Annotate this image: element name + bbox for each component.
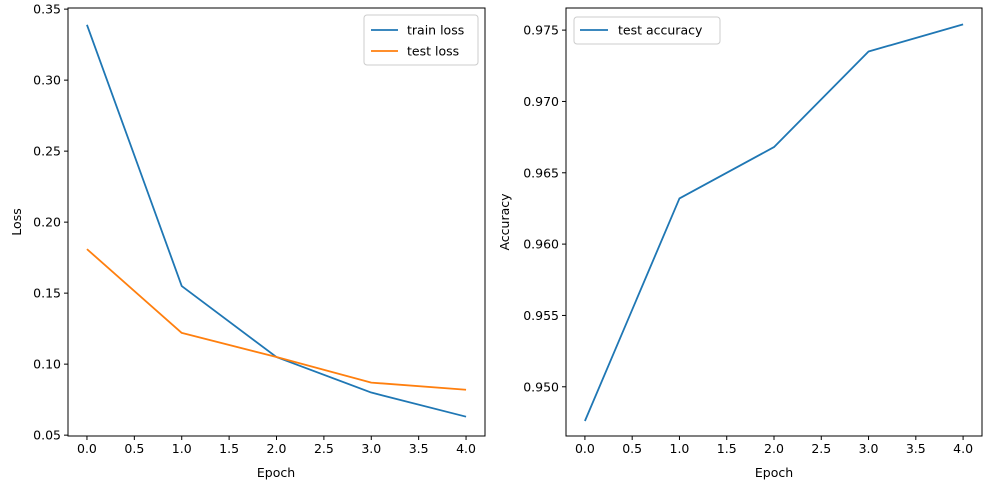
loss-y-tick-label: 0.05 xyxy=(33,428,61,443)
loss-plot-lines xyxy=(86,24,467,418)
legend-label-train-loss: train loss xyxy=(407,23,464,38)
loss-legend-box xyxy=(363,14,479,66)
loss-y-ticks: 0.05 0.10 0.15 0.20 0.25 0.30 0.35 xyxy=(33,2,68,443)
loss-x-tick-label: 2.5 xyxy=(314,441,334,456)
accuracy-x-axis-label: Epoch xyxy=(755,465,793,480)
loss-chart: 0.0 0.5 1.0 1.5 2.0 2.5 3.0 3.5 4.0 0.05 0.10 0.15… xyxy=(9,2,486,480)
loss-y-axis-label: Loss xyxy=(9,208,24,235)
series-line-test-accuracy xyxy=(584,23,964,422)
loss-y-tick-label: 0.35 xyxy=(33,2,61,17)
loss-y-tick-label: 0.20 xyxy=(33,215,61,230)
accuracy-x-tick-label: 3.5 xyxy=(906,441,926,456)
loss-x-tick-label: 4.0 xyxy=(456,441,476,456)
accuracy-x-tick-label: 1.0 xyxy=(670,441,690,456)
accuracy-y-tick-label: 0.975 xyxy=(523,23,559,38)
accuracy-y-tick-label: 0.965 xyxy=(523,165,559,180)
loss-x-ticks: 0.0 0.5 1.0 1.5 2.0 2.5 3.0 3.5 4.0 xyxy=(77,436,476,456)
loss-x-tick-label: 0.0 xyxy=(77,441,97,456)
loss-legend: train loss test loss xyxy=(363,14,479,66)
accuracy-x-tick-label: 3.0 xyxy=(859,441,879,456)
series-line-test-loss xyxy=(86,248,467,391)
loss-y-tick-label: 0.25 xyxy=(33,144,61,159)
accuracy-y-axis-label: Accuracy xyxy=(497,193,512,251)
loss-x-axis-label: Epoch xyxy=(257,465,295,480)
loss-y-tick-label: 0.10 xyxy=(33,357,61,372)
accuracy-x-tick-label: 0.5 xyxy=(622,441,642,456)
accuracy-x-tick-label: 0.0 xyxy=(575,441,595,456)
accuracy-y-tick-label: 0.950 xyxy=(523,379,559,394)
loss-y-tick-label: 0.30 xyxy=(33,73,61,88)
accuracy-y-tick-label: 0.960 xyxy=(523,237,559,252)
accuracy-y-tick-label: 0.955 xyxy=(523,308,559,323)
accuracy-x-tick-label: 1.5 xyxy=(717,441,737,456)
accuracy-legend: test accuracy xyxy=(573,16,721,45)
accuracy-chart: 0.0 0.5 1.0 1.5 2.0 2.5 3.0 3.5 4.0 0.9500.9550.… xyxy=(497,7,983,480)
legend-label-test-accuracy: test accuracy xyxy=(618,23,703,38)
accuracy-y-tick-label: 0.970 xyxy=(523,94,559,109)
accuracy-plot-lines xyxy=(584,23,964,422)
accuracy-x-tick-label: 4.0 xyxy=(953,441,973,456)
loss-x-tick-label: 2.0 xyxy=(267,441,287,456)
loss-y-tick-label: 0.15 xyxy=(33,286,61,301)
loss-x-tick-label: 1.0 xyxy=(172,441,192,456)
accuracy-legend-box xyxy=(573,16,721,45)
loss-x-tick-label: 3.0 xyxy=(361,441,381,456)
loss-x-tick-label: 0.5 xyxy=(124,441,144,456)
legend-label-test-loss: test loss xyxy=(407,44,459,59)
accuracy-x-ticks: 0.0 0.5 1.0 1.5 2.0 2.5 3.0 3.5 4.0 xyxy=(575,436,973,456)
accuracy-y-ticks: 0.950 0.955 0.960 0.965 0.970 0.975 xyxy=(523,23,566,394)
accuracy-x-tick-label: 2.5 xyxy=(811,441,831,456)
loss-x-tick-label: 3.5 xyxy=(409,441,429,456)
loss-x-tick-label: 1.5 xyxy=(219,441,239,456)
accuracy-x-tick-label: 2.0 xyxy=(764,441,784,456)
